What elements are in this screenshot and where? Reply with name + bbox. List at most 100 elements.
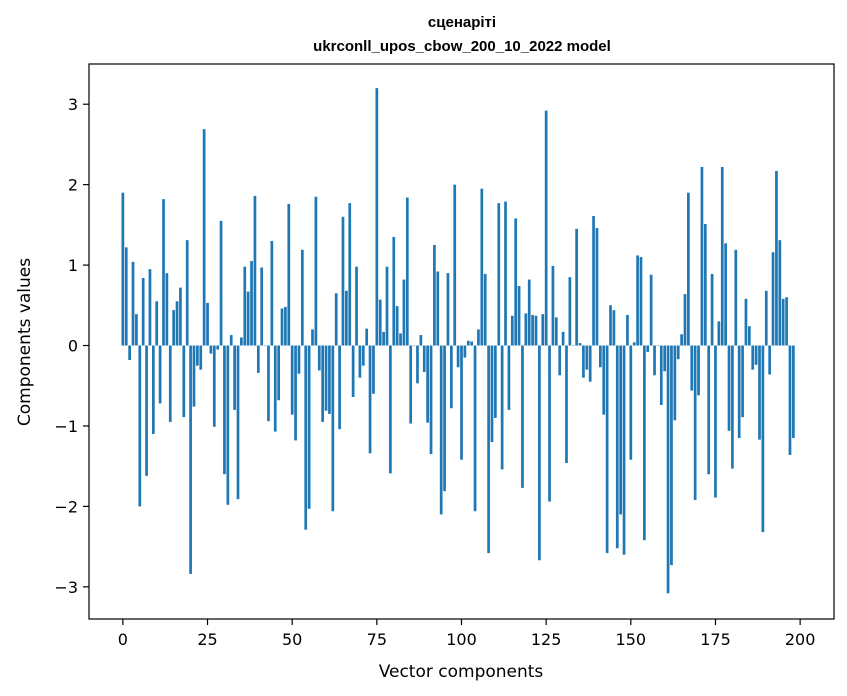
bar-130	[561, 331, 565, 346]
bar-135	[578, 343, 582, 346]
bar-182	[737, 345, 741, 439]
bar-32	[229, 335, 233, 346]
y-tick-label-3: 3	[68, 95, 78, 114]
bar-179	[727, 345, 731, 431]
x-tick-label-0: 0	[118, 630, 128, 649]
bar-93	[436, 271, 440, 346]
bar-31	[226, 345, 230, 505]
bar-79	[389, 345, 392, 474]
bar-145	[612, 310, 616, 346]
bar-24	[202, 129, 206, 346]
bar-78	[385, 266, 389, 346]
bar-109	[490, 345, 494, 443]
bar-163	[673, 345, 677, 421]
bar-131	[565, 345, 568, 463]
bar-48	[284, 306, 287, 346]
bar-23	[199, 345, 203, 370]
bar-26	[209, 345, 213, 354]
bar-195	[781, 298, 785, 346]
bar-85	[409, 345, 413, 424]
bar-41	[260, 267, 264, 346]
bar-76	[378, 299, 382, 346]
bar-30	[223, 345, 226, 475]
bar-81	[395, 306, 399, 346]
bar-11	[158, 345, 162, 404]
bar-44	[270, 240, 274, 346]
bar-188	[758, 345, 761, 440]
bar-137	[585, 345, 589, 370]
bar-148	[622, 345, 626, 555]
bar-126	[548, 345, 551, 502]
bar-180	[731, 345, 734, 469]
bar-28	[216, 345, 220, 350]
bar-22	[196, 345, 199, 366]
bar-105	[477, 329, 480, 346]
bar-66	[345, 290, 348, 346]
bar-106	[480, 188, 484, 346]
bar-29	[219, 220, 223, 346]
bar-101	[463, 345, 467, 358]
bar-159	[659, 345, 663, 406]
bar-185	[747, 326, 751, 346]
bar-187	[754, 345, 758, 365]
y-axis-label: Components values	[15, 258, 35, 426]
bar-108	[487, 345, 490, 554]
x-tick-label-150: 150	[616, 630, 647, 649]
bar-47	[280, 308, 284, 346]
bar-38	[250, 261, 253, 346]
bar-62	[331, 345, 335, 512]
bar-89	[422, 345, 426, 373]
bar-186	[751, 345, 755, 370]
bar-36	[243, 266, 247, 346]
bar-10	[155, 301, 159, 346]
bar-68	[351, 345, 355, 397]
bar-95	[443, 345, 446, 492]
bars-group	[121, 88, 795, 594]
bar-162	[670, 345, 673, 566]
bar-178	[724, 243, 727, 346]
bar-160	[663, 345, 667, 372]
bar-49	[287, 203, 291, 346]
bar-153	[639, 257, 643, 346]
bar-14	[168, 345, 172, 422]
bar-154	[643, 345, 646, 541]
bar-21	[192, 345, 196, 407]
bar-112	[500, 345, 504, 470]
bar-53	[300, 249, 304, 346]
bar-176	[717, 321, 721, 346]
bar-27	[212, 345, 216, 427]
bar-156	[649, 274, 653, 346]
bar-34	[236, 345, 240, 500]
bar-60	[324, 345, 328, 411]
bar-58	[317, 345, 321, 371]
bar-56	[311, 329, 314, 346]
y-tick-label--1: −1	[54, 417, 78, 436]
bar-166	[683, 294, 687, 346]
y-tick-label-0: 0	[68, 337, 78, 356]
bar-67	[348, 203, 352, 346]
bar-172	[703, 224, 707, 346]
bar-40	[256, 345, 260, 373]
y-tick-label--2: −2	[54, 497, 78, 516]
bar-184	[744, 298, 748, 346]
bar-43	[267, 345, 270, 422]
bar-150	[629, 345, 633, 460]
bar-69	[355, 266, 358, 346]
bar-173	[707, 345, 711, 475]
x-tick-label-125: 125	[531, 630, 562, 649]
bar-1	[124, 247, 128, 346]
bar-83	[402, 279, 406, 346]
bar-181	[734, 249, 738, 346]
bar-107	[483, 273, 487, 346]
bar-18	[182, 345, 186, 418]
bar-72	[365, 328, 369, 346]
bar-129	[558, 345, 562, 376]
bar-177	[720, 166, 724, 346]
bar-124	[541, 314, 545, 346]
bar-104	[473, 345, 477, 512]
bar-61	[328, 345, 331, 414]
bar-90	[426, 345, 429, 423]
bar-2	[128, 345, 131, 360]
bar-169	[693, 345, 697, 500]
x-tick-label-100: 100	[446, 630, 477, 649]
